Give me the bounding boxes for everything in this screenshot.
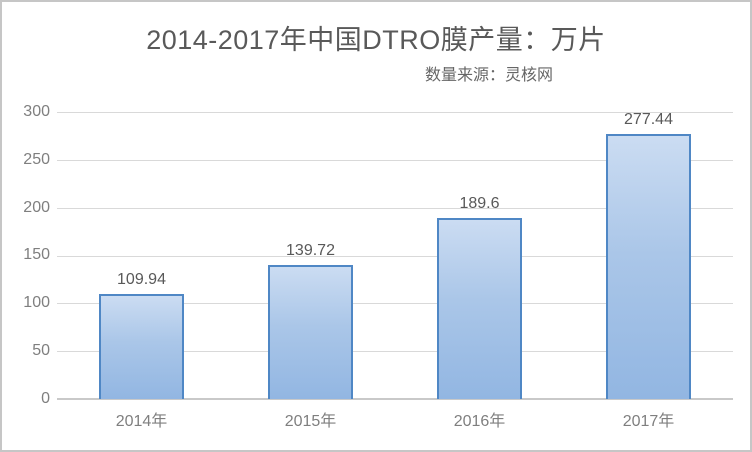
x-axis-line (57, 398, 733, 400)
y-tick-label: 100 (23, 294, 50, 311)
y-tick-label: 300 (23, 103, 50, 120)
bar-slot: 189.6 (395, 112, 564, 399)
y-tick-label: 50 (32, 342, 50, 359)
bar-slot: 139.72 (226, 112, 395, 399)
gridline (57, 351, 733, 353)
data-label: 139.72 (286, 242, 335, 260)
bar-2016: 189.6 (437, 195, 522, 399)
data-label: 109.94 (117, 270, 166, 288)
gridline (57, 303, 733, 305)
gridline (57, 207, 733, 209)
bar-2015: 139.72 (268, 242, 353, 399)
y-tick-label: 200 (23, 199, 50, 216)
bar-slot: 277.44 (564, 111, 733, 399)
x-axis: 2014年 2015年 2016年 2017年 (57, 407, 733, 431)
y-tick-label: 0 (41, 390, 50, 407)
plot-area: 109.94 139.72 189.6 277.44 (57, 111, 733, 400)
chart-subtitle: 数量来源：灵核网 (425, 67, 554, 84)
y-tick-label: 250 (23, 151, 50, 168)
bar-2014: 109.94 (99, 271, 184, 399)
bar-2017: 277.44 (606, 111, 691, 399)
data-label: 189.6 (459, 194, 500, 212)
x-tick-label-2017: 2017年 (622, 413, 675, 430)
x-tick-label-2014: 2014年 (115, 413, 168, 430)
gridline (57, 159, 733, 161)
y-tick-label: 150 (23, 246, 50, 263)
bar-series: 109.94 139.72 189.6 277.44 (57, 111, 733, 399)
bar-slot: 109.94 (57, 112, 226, 399)
y-axis: 300 250 200 150 100 50 0 (8, 103, 50, 407)
x-tick-label-2016: 2016年 (453, 413, 506, 430)
gridline (57, 112, 733, 113)
chart-title: 2014-2017年中国DTRO膜产量：万片 (146, 25, 606, 55)
data-label: 277.44 (624, 110, 673, 128)
x-tick-label-2015: 2015年 (284, 413, 337, 430)
gridline (57, 255, 733, 257)
